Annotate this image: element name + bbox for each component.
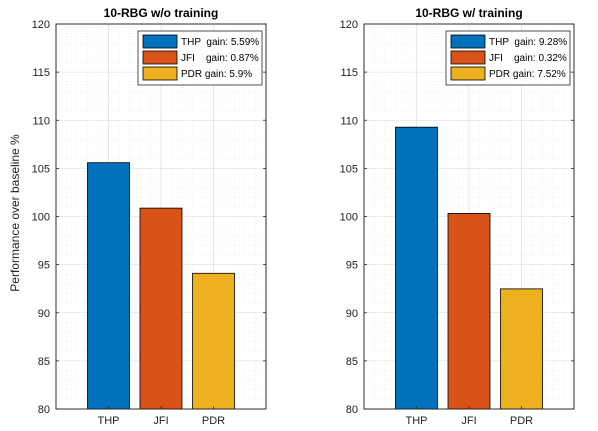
legend-label: THP gain: 9.28% [489, 37, 567, 48]
x-tick-label: JFI [461, 415, 476, 427]
legend-swatch [142, 34, 178, 49]
bar-thp [395, 126, 438, 410]
y-tick-label: 90 [346, 308, 358, 320]
legend-swatch [450, 34, 486, 49]
bar-pdr [192, 272, 235, 410]
legend-swatch [142, 50, 178, 65]
legend-swatch [450, 66, 486, 81]
y-tick-label: 85 [38, 356, 50, 368]
y-tick-label: 100 [340, 212, 358, 224]
legend-label: PDR gain: 7.52% [489, 69, 566, 80]
y-tick-label: 80 [38, 404, 50, 416]
bar-thp [87, 162, 130, 410]
legend-label: JFI gain: 0.32% [489, 53, 567, 64]
chart-title-0: 10-RBG w/o training [104, 6, 219, 20]
bar-jfi [447, 213, 491, 410]
bar-pdr [500, 288, 543, 410]
y-axis-label: Performance over baseline % [8, 134, 22, 292]
y-tick-label: 80 [346, 404, 358, 416]
y-tick-label: 115 [32, 67, 50, 79]
y-tick-label: 90 [38, 308, 50, 320]
chart-panel-1: 80 85 90 95 100 105 110 115 120 THP JFI PDR 10-RBG w… [340, 6, 575, 427]
x-tick-label: THP [98, 415, 120, 427]
bar-jfi [139, 207, 183, 410]
y-tick-label: 105 [340, 163, 358, 175]
x-tick-label: THP [406, 415, 428, 427]
chart-title-1: 10-RBG w/ training [415, 6, 522, 20]
y-tick-label: 95 [38, 260, 50, 272]
y-tick-label: 110 [32, 115, 50, 127]
legend-swatch [142, 66, 178, 81]
y-tick-label: 100 [32, 212, 50, 224]
y-tick-label: 110 [340, 115, 358, 127]
y-tick-label: 85 [346, 356, 358, 368]
y-tick-label: 115 [340, 67, 358, 79]
legend-label: PDR gain: 5.9% [181, 69, 252, 80]
x-tick-label: JFI [153, 415, 168, 427]
y-tick-label: 120 [340, 19, 358, 31]
legend-label: JFI gain: 0.87% [181, 53, 259, 64]
x-tick-label: PDR [510, 415, 533, 427]
legend-swatch [450, 50, 486, 65]
y-tick-label: 105 [32, 163, 50, 175]
legend-label: THP gain: 5.59% [181, 37, 259, 48]
chart-panel-0: 80 85 90 95 100 105 110 115 120 THP JFI PDR 10-RBG w… [32, 6, 267, 427]
y-tick-label: 120 [32, 19, 50, 31]
y-tick-label: 95 [346, 260, 358, 272]
x-tick-label: PDR [202, 415, 225, 427]
